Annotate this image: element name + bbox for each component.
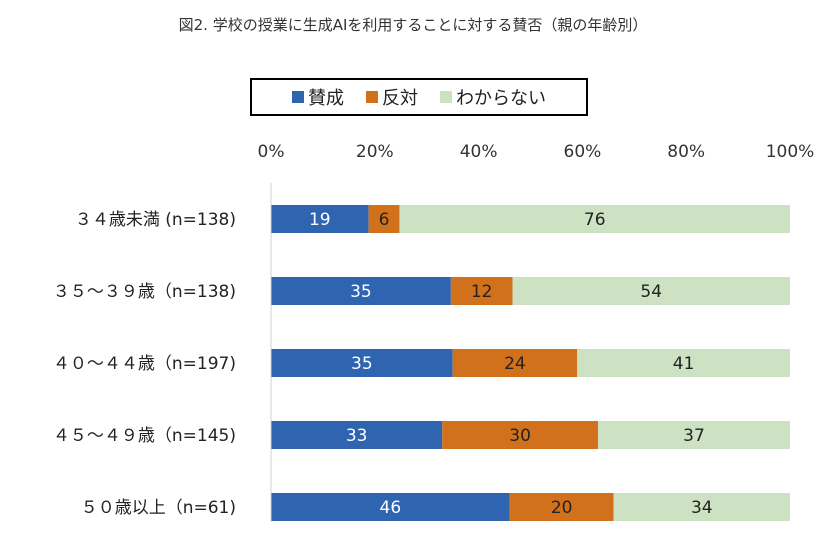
bar-segment (613, 493, 790, 521)
bar-segment (509, 493, 614, 521)
bar-segment (442, 421, 598, 449)
category-label: ３４歳未満 (n=138) (75, 210, 236, 230)
data-label: 6 (379, 210, 390, 230)
bar-segment (271, 421, 443, 449)
legend-item-unknown: わからない (440, 84, 546, 110)
category-label: ４０～４４歳（n=197) (53, 354, 236, 374)
data-label: 20 (551, 498, 573, 518)
x-tick-label: 100% (766, 142, 815, 162)
x-tick-label: 20% (356, 142, 394, 162)
data-label: 33 (346, 426, 368, 446)
x-tick-label: 80% (667, 142, 705, 162)
category-label: ４５～４９歳（n=145) (53, 426, 236, 446)
x-tick-label: 40% (460, 142, 498, 162)
legend-swatch (366, 91, 378, 103)
bar-segment (399, 205, 790, 233)
legend-swatch (440, 91, 452, 103)
category-label: ３５～３９歳（n=138) (53, 282, 236, 302)
legend-label: 反対 (382, 88, 418, 109)
legend-swatch (292, 91, 304, 103)
bar-segment (450, 277, 513, 305)
bar-segment (512, 277, 790, 305)
data-label: 41 (673, 354, 695, 374)
chart-title: 図2. 学校の授業に生成AIを利用することに対する賛否（親の年齢別） (178, 16, 648, 34)
data-label: 37 (683, 426, 705, 446)
data-label: 24 (504, 354, 526, 374)
data-label: 30 (509, 426, 531, 446)
data-label: 12 (471, 282, 493, 302)
category-label: ５０歳以上（n=61) (81, 498, 236, 518)
bar-segment (271, 493, 510, 521)
x-tick-label: 60% (564, 142, 602, 162)
data-label: 54 (640, 282, 662, 302)
bar-segment (452, 349, 578, 377)
data-label: 35 (350, 282, 372, 302)
bar-segment (271, 277, 451, 305)
bar-segment (271, 349, 453, 377)
bar-segment (368, 205, 400, 233)
data-label: 35 (351, 354, 373, 374)
bar-segment (597, 421, 790, 449)
data-label: 46 (380, 498, 402, 518)
data-label: 19 (309, 210, 331, 230)
legend: 賛成 反対 わからない (250, 78, 588, 116)
bar-segment (271, 205, 369, 233)
bar-segment (577, 349, 790, 377)
legend-label: わからない (456, 88, 546, 109)
data-label: 34 (691, 498, 713, 518)
x-tick-label: 0% (258, 142, 285, 162)
legend-item-disagree: 反対 (366, 84, 418, 110)
data-label: 76 (584, 210, 606, 230)
legend-item-agree: 賛成 (292, 84, 344, 110)
legend-label: 賛成 (308, 88, 344, 109)
